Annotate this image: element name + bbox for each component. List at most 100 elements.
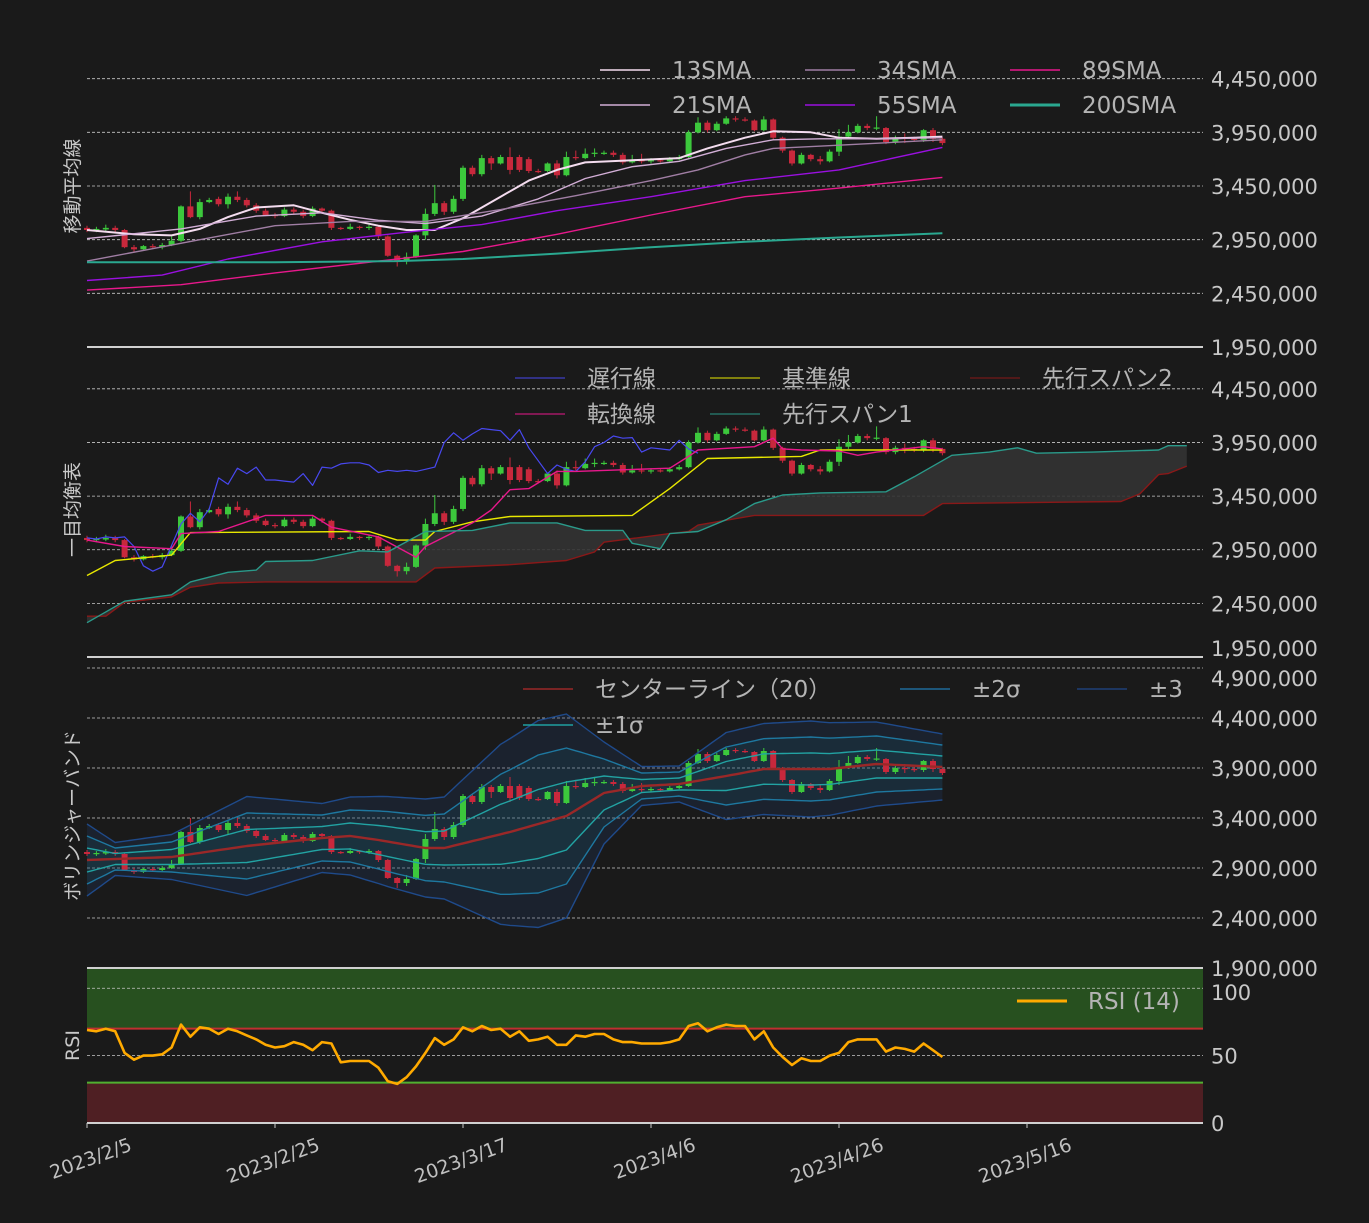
candle [939, 768, 946, 775]
candle-body [272, 840, 278, 842]
candle-body [798, 784, 805, 792]
candle-body [168, 864, 175, 868]
sma-line-89SMA [86, 176, 943, 291]
candle-body [695, 754, 701, 763]
candle-body [196, 512, 203, 528]
candle-body [187, 516, 194, 528]
candle [460, 475, 466, 512]
candle [713, 121, 720, 132]
candle-body [159, 868, 166, 870]
y-tick-label: 2,950,000 [1211, 539, 1318, 563]
candle-body [544, 792, 551, 799]
candle-body [535, 481, 542, 483]
candle [817, 155, 824, 165]
candle-body [328, 520, 335, 538]
candle [864, 755, 871, 761]
candle [187, 501, 194, 529]
legend: 遅行線 基準線 先行スパン2 転換線 先行スパン1 [515, 366, 1173, 428]
candle [939, 137, 946, 146]
candle-body [610, 152, 617, 155]
candle [713, 431, 720, 442]
candle-body [901, 768, 908, 770]
candle [535, 797, 542, 801]
candle [384, 859, 391, 879]
candle-body [770, 751, 777, 768]
candle-body [413, 859, 419, 879]
candle [450, 195, 457, 214]
candle-body [685, 132, 692, 158]
candle-body [112, 227, 119, 231]
candle-body [610, 782, 617, 784]
candle [798, 152, 805, 165]
candle-body [243, 510, 250, 516]
candle-body [290, 209, 297, 212]
candle [742, 427, 748, 432]
candle-body [582, 153, 589, 159]
candle [225, 193, 231, 209]
candle [441, 511, 448, 526]
candle-body [328, 210, 335, 228]
candle-body [384, 236, 391, 256]
candle-body [309, 518, 316, 527]
legend: センターライン（20） ±2σ ±3 ±1σ [523, 677, 1183, 739]
candle-body [732, 118, 739, 120]
candle-body [892, 137, 899, 142]
candle [347, 533, 354, 541]
candle-body [394, 565, 401, 572]
candle-body [685, 442, 692, 468]
candle [281, 207, 288, 218]
y-tick-label: 2,450,000 [1211, 282, 1318, 306]
candle-body [826, 781, 833, 790]
candle [121, 228, 128, 249]
candle [337, 536, 344, 541]
candle-body [102, 852, 109, 854]
panel-1: 1,950,000 2,450,000 2,950,000 3,450,000 3,95… [62, 58, 1318, 360]
candle [488, 155, 495, 170]
candle-body [873, 437, 880, 439]
candle-body [84, 227, 90, 231]
candle [544, 791, 551, 800]
candle [375, 535, 382, 549]
candle-body [911, 769, 918, 771]
candle-body [441, 829, 448, 837]
bb-lower-2sigma [86, 788, 943, 895]
candle [328, 519, 335, 541]
candle [648, 787, 654, 792]
candle-body [441, 203, 448, 212]
candle [601, 780, 607, 784]
legend-label: 遅行線 [587, 366, 656, 392]
candle-body [920, 130, 927, 140]
candle [215, 196, 222, 207]
candle-body [742, 751, 748, 753]
candle-body [225, 196, 231, 205]
candle-body [601, 462, 607, 465]
candle [572, 780, 579, 789]
candle [854, 123, 861, 134]
candle [807, 783, 814, 790]
candle [290, 517, 297, 524]
candle-body [431, 829, 438, 839]
candle-body [535, 799, 542, 801]
candle-body [140, 246, 147, 250]
candle-body [309, 208, 316, 217]
legend-label: 転換線 [587, 402, 656, 428]
candle [450, 505, 457, 524]
candle-body [469, 167, 476, 175]
candle-body [102, 227, 109, 230]
y-tick-label: 0 [1211, 1112, 1224, 1136]
candle-body [507, 157, 513, 170]
candle [215, 506, 222, 517]
candle-body [854, 757, 861, 763]
candle [272, 522, 278, 529]
candle [544, 162, 551, 173]
candle [102, 224, 109, 232]
candle-body [883, 128, 889, 142]
candle [159, 242, 166, 250]
candle-body [243, 826, 250, 831]
candle-body [572, 157, 579, 159]
y-tick-label: 50 [1211, 1045, 1238, 1069]
candle-body [206, 510, 213, 513]
y-tick-label: 3,900,000 [1211, 757, 1318, 781]
candle-body [431, 203, 438, 214]
candle [892, 766, 899, 774]
